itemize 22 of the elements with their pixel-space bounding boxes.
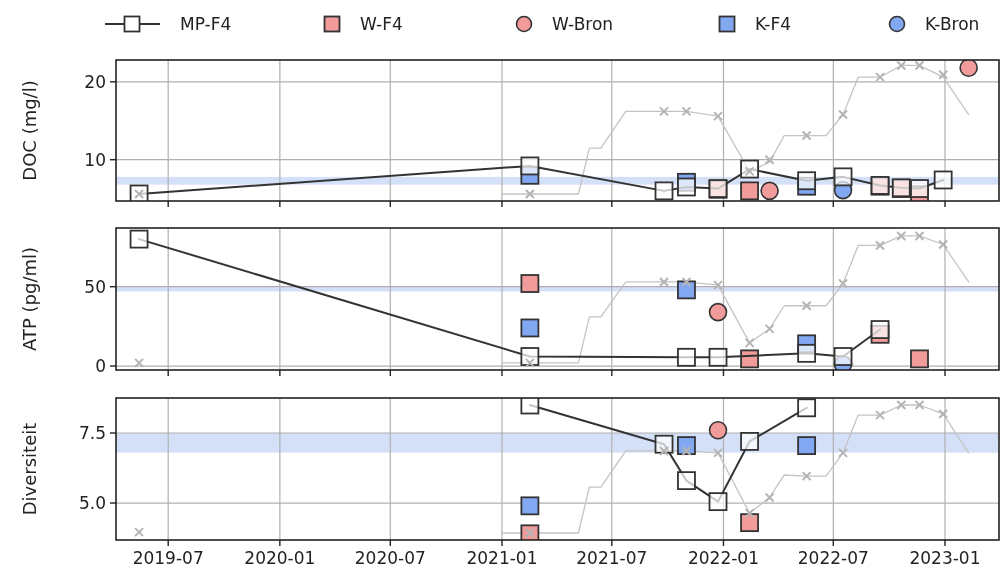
legend-label: K-Bron (925, 13, 980, 34)
x-tick-label: 2022-01 (687, 548, 759, 568)
y-tick-label: 5.0 (78, 492, 106, 513)
legend-label: MP-F4 (180, 13, 232, 34)
legend-label: W-Bron (552, 13, 614, 34)
y-tick-label: 7.5 (78, 422, 106, 443)
y-tick-label: 0 (95, 355, 106, 376)
x-tick-label: 2020-07 (354, 548, 426, 568)
x-tick-label: 2020-01 (244, 548, 316, 568)
x-tick-label: 2023-01 (909, 548, 981, 568)
x-tick-label: 2022-07 (797, 548, 869, 568)
x-tick-label: 2019-07 (132, 548, 204, 568)
y-axis-title: DOC (mg/l) (19, 80, 41, 181)
legend-label: K-F4 (755, 13, 792, 34)
y-axis-title: Diversiteit (19, 422, 41, 516)
legend-label: W-F4 (360, 13, 403, 34)
y-axis-title: ATP (pg/ml) (19, 247, 41, 351)
x-tick-label: 2021-07 (576, 548, 648, 568)
x-tick-label: 2021-01 (466, 548, 538, 568)
y-tick-label: 10 (84, 149, 106, 170)
y-tick-label: 20 (84, 71, 106, 92)
y-tick-label: 50 (84, 276, 106, 297)
